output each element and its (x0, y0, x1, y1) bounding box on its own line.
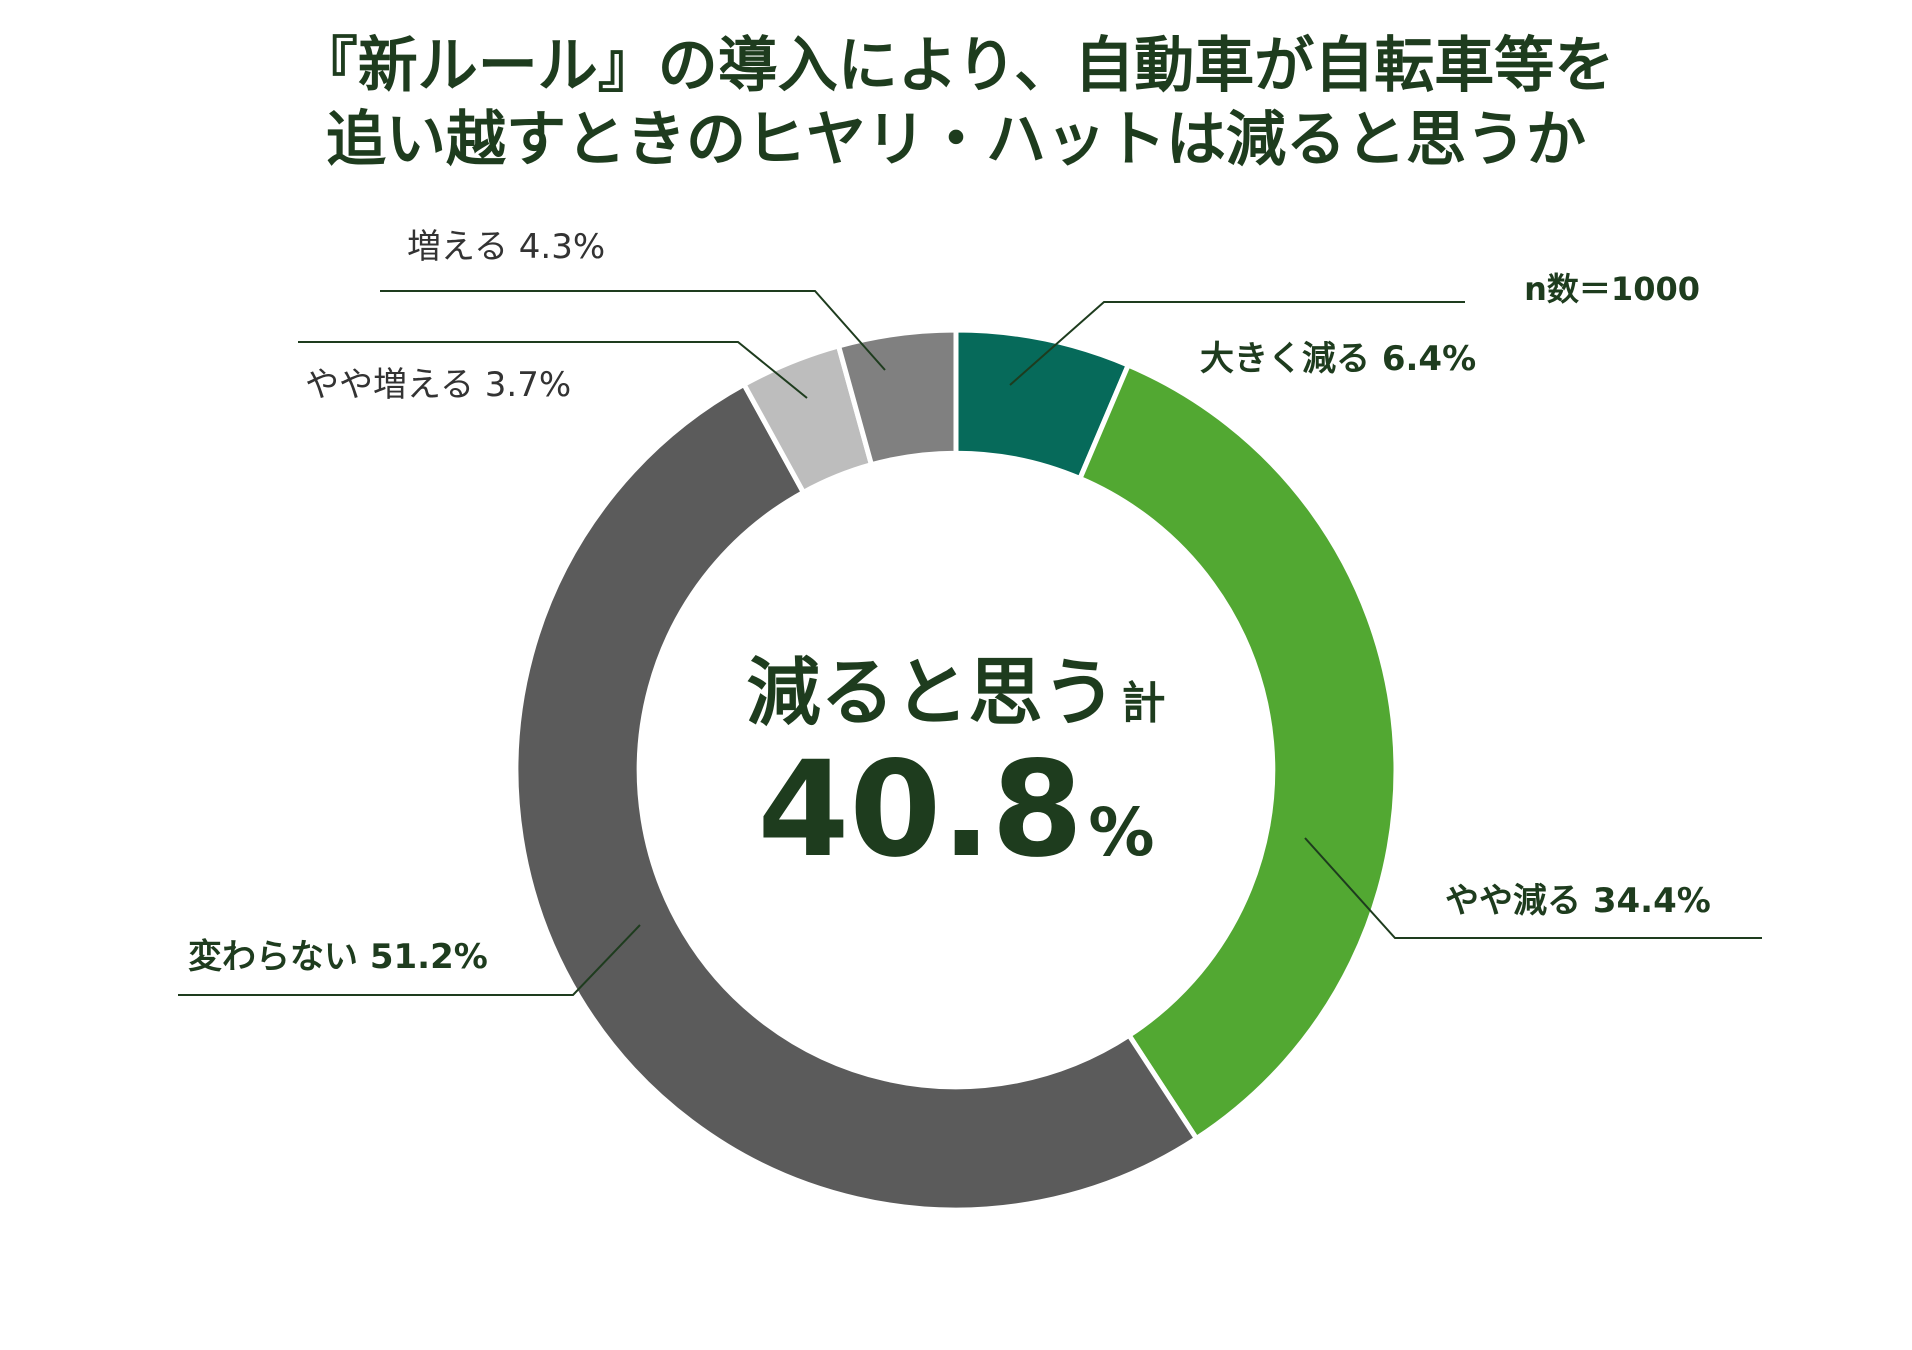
slice-label-1: やや減る 34.4% (1445, 881, 1711, 921)
slice-label-0: 大きく減る 6.4% (1200, 339, 1476, 379)
slice-label-2: 変わらない 51.2% (188, 937, 488, 977)
leader-line-4 (380, 290, 886, 371)
slice-label-3: やや増える 3.7% (305, 365, 571, 405)
donut-slices (513, 327, 1399, 1213)
center-value-number: 40.8 (758, 733, 1084, 887)
leader-line-0 (1009, 301, 1465, 386)
center-summary-text: 減ると思う (746, 650, 1116, 736)
donut-slice-4 (835, 327, 959, 468)
donut-slice-1 (1076, 361, 1399, 1142)
sample-size-label: n数＝1000 (1524, 270, 1700, 308)
center-summary-value: 40.8 % (758, 733, 1155, 887)
leader-line-1 (1304, 837, 1762, 939)
center-value-unit: % (1088, 794, 1154, 871)
leader-line-3 (298, 341, 808, 399)
leader-line-2 (178, 924, 641, 996)
slice-label-4: 増える 4.3% (407, 227, 605, 267)
chart-title-line-1: 『新ルール』の導入により、自動車が自転車等を (298, 31, 1614, 101)
center-summary-label: 減ると思う 計 (746, 650, 1165, 736)
donut-slice-2 (513, 381, 1200, 1213)
center-summary-suffix: 計 (1122, 678, 1166, 729)
leader-lines (178, 290, 1762, 996)
chart-title-line-2: 追い越すときのヒヤリ・ハットは減ると思うか (326, 105, 1586, 175)
